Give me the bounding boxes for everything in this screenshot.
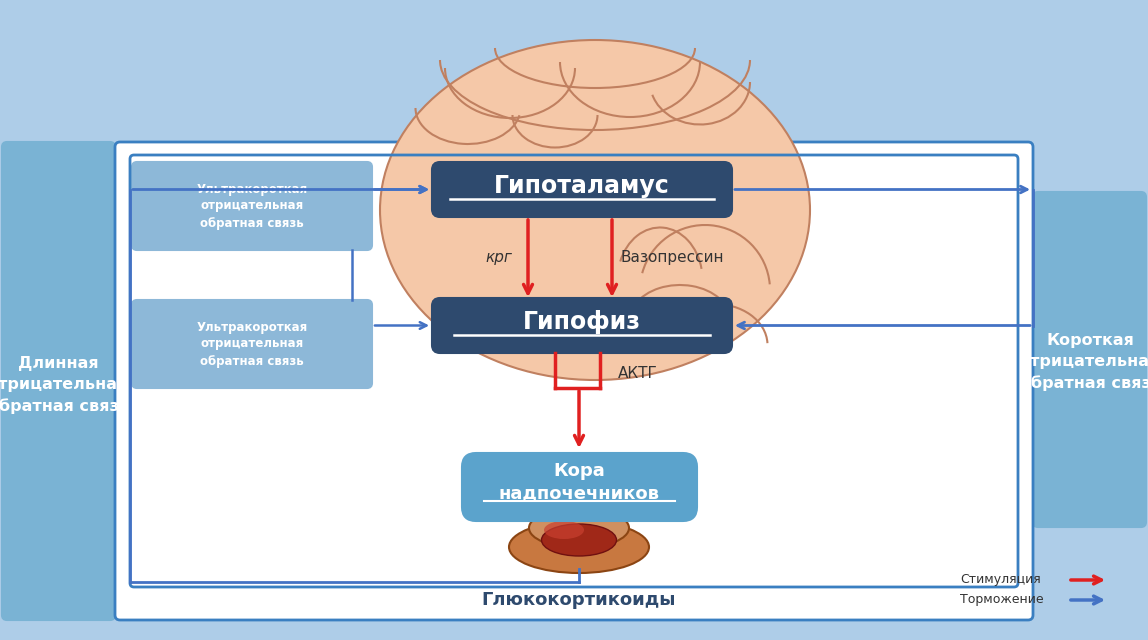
Text: Гипофиз: Гипофиз xyxy=(523,310,641,333)
Ellipse shape xyxy=(544,521,584,539)
FancyBboxPatch shape xyxy=(115,142,1033,620)
Text: Кора
надпочечников: Кора надпочечников xyxy=(499,462,660,502)
Text: Короткая
отрицательная
обратная связь: Короткая отрицательная обратная связь xyxy=(1019,333,1148,391)
FancyBboxPatch shape xyxy=(132,300,372,388)
FancyBboxPatch shape xyxy=(1033,192,1146,527)
Text: Глюкокортикоиды: Глюкокортикоиды xyxy=(482,591,676,609)
Ellipse shape xyxy=(542,524,616,556)
Text: Стимуляция: Стимуляция xyxy=(960,573,1041,586)
FancyBboxPatch shape xyxy=(132,162,372,250)
Ellipse shape xyxy=(529,508,629,548)
Text: Ультракороткая
отрицательная
обратная связь: Ультракороткая отрицательная обратная св… xyxy=(196,321,308,367)
Text: Ультракороткая
отрицательная
обратная связь: Ультракороткая отрицательная обратная св… xyxy=(196,182,308,230)
Ellipse shape xyxy=(380,40,810,380)
Text: Торможение: Торможение xyxy=(960,593,1044,607)
Text: Длинная
отрицательная
обратная связь: Длинная отрицательная обратная связь xyxy=(0,356,129,414)
FancyBboxPatch shape xyxy=(2,142,115,620)
FancyBboxPatch shape xyxy=(432,298,732,353)
FancyBboxPatch shape xyxy=(432,162,732,217)
Text: Гипоталамус: Гипоталамус xyxy=(494,173,670,198)
Text: крг: крг xyxy=(486,250,512,265)
FancyBboxPatch shape xyxy=(461,453,697,521)
Text: АКТГ: АКТГ xyxy=(618,365,658,381)
Text: Вазопрессин: Вазопрессин xyxy=(620,250,723,265)
Ellipse shape xyxy=(509,521,649,573)
